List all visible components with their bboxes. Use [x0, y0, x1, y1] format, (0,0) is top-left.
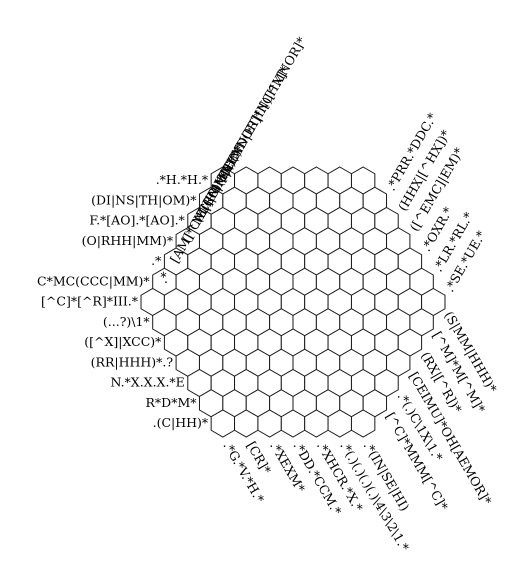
left-clue: R*D*M*	[146, 395, 198, 410]
left-clue: .*	[151, 253, 162, 268]
hex-cell[interactable]	[350, 409, 376, 438]
left-clue-column: .*H.*H.* (DI|NS|TH|OM)* F.*[AO].*[AO].* (O|…	[37, 172, 209, 430]
left-clue: (...?)\1*	[103, 314, 151, 329]
left-clue: [^C]*[^R]*III.*	[41, 294, 139, 309]
hex-grid	[140, 166, 446, 438]
left-clue: ([^X]|XCC)*	[84, 334, 162, 349]
left-clue: .*H.*H.*	[156, 172, 209, 187]
left-clue: (DI|NS|TH|OM)*	[91, 192, 197, 207]
left-clue: (O|RHH|MM)*	[82, 233, 174, 248]
left-clue: C*MC(CCC|MM)*	[37, 273, 150, 288]
left-clue: .(C|HH)*	[153, 415, 209, 430]
left-clue: (RR|HHH)*.?	[91, 354, 174, 369]
left-clue: F.*[AO].*[AO].*	[89, 213, 185, 228]
left-clue: N.*X.X.X.*E	[110, 375, 184, 390]
